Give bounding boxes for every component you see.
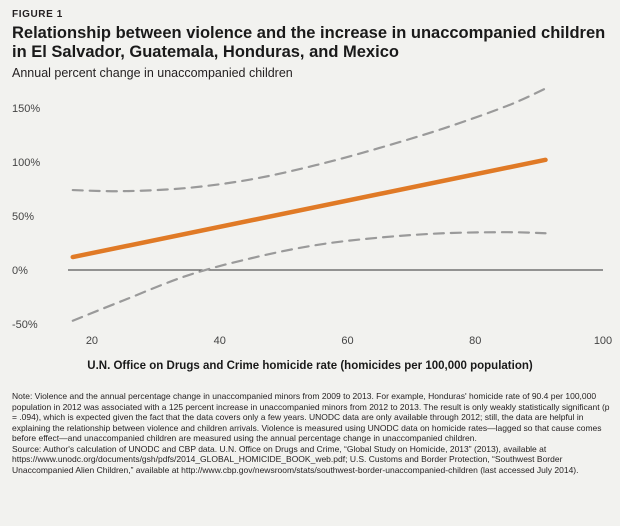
x-tick-label: 60: [341, 335, 353, 347]
y-tick-label: 100%: [12, 157, 40, 169]
note-text: Note: Violence and the annual percentage…: [12, 391, 610, 443]
y-tick-label: 50%: [12, 211, 34, 223]
confidence-band-line: [71, 231, 547, 322]
x-tick-label: 20: [86, 335, 98, 347]
fitted-trend-line: [70, 157, 548, 260]
chart-title: Relationship between violence and the in…: [12, 24, 606, 61]
y-tick-label: -50%: [12, 319, 38, 331]
x-tick-label: 40: [214, 335, 226, 347]
plot-area: 150% 100% 50% 0% -50% 20 40 60 80 100: [12, 88, 612, 347]
y-tick-label: 0%: [12, 265, 28, 277]
chart-notes: Note: Violence and the annual percentage…: [12, 391, 612, 475]
figure-label: FIGURE 1: [12, 9, 63, 20]
x-tick-label: 80: [469, 335, 481, 347]
x-tick-label: 100: [594, 335, 612, 347]
source-text: Source: Author's calculation of UNODC an…: [12, 443, 579, 475]
chart-subtitle: Annual percent change in unaccompanied c…: [12, 66, 293, 80]
y-tick-label: 150%: [12, 103, 40, 115]
confidence-band-line: [71, 88, 547, 193]
x-axis-label: U.N. Office on Drugs and Crime homicide …: [87, 360, 533, 372]
line-chart: 150% 100% 50% 0% -50% 20 40 60 80 100: [12, 88, 612, 347]
